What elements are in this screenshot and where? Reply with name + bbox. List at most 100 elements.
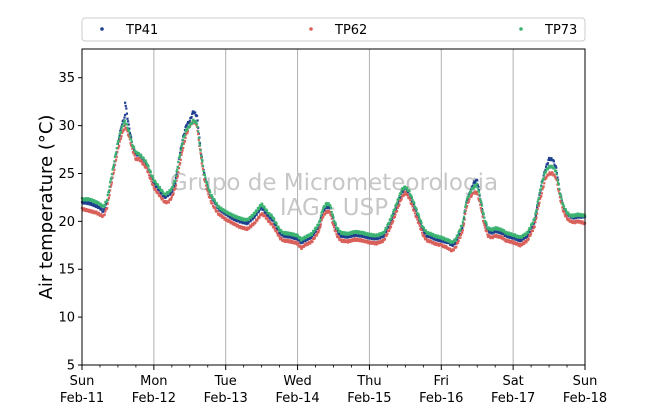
data-point — [240, 216, 243, 219]
data-point — [329, 204, 332, 208]
data-point — [149, 171, 152, 174]
data-point — [118, 136, 121, 139]
data-point — [360, 239, 363, 242]
data-point — [268, 219, 271, 223]
data-point — [358, 235, 361, 238]
data-point — [212, 204, 215, 208]
data-point — [172, 182, 175, 185]
data-point — [249, 220, 252, 223]
data-point — [93, 203, 96, 206]
data-point — [497, 226, 500, 229]
data-point — [234, 218, 237, 221]
data-point — [531, 223, 534, 226]
data-point — [320, 219, 323, 222]
data-point — [415, 207, 418, 210]
data-point — [277, 228, 280, 232]
data-point — [313, 230, 316, 233]
data-point — [234, 224, 237, 227]
data-point — [226, 210, 229, 213]
data-point — [480, 203, 483, 206]
data-point — [535, 203, 539, 207]
data-point — [553, 173, 556, 176]
data-point — [115, 147, 118, 150]
data-point — [517, 236, 520, 239]
data-point — [309, 234, 312, 237]
data-point — [324, 205, 327, 208]
data-point — [479, 206, 482, 210]
data-point — [108, 185, 111, 188]
data-point — [103, 213, 106, 216]
data-point — [459, 236, 462, 239]
data-point — [188, 125, 191, 128]
data-point — [518, 240, 521, 243]
data-point — [293, 237, 296, 240]
data-point — [378, 240, 382, 243]
data-point — [191, 112, 194, 115]
data-point — [238, 217, 242, 220]
data-point — [552, 160, 555, 163]
data-point — [169, 192, 172, 195]
data-point — [203, 179, 206, 182]
data-point — [278, 232, 281, 235]
data-point — [447, 248, 451, 251]
data-point — [222, 216, 226, 220]
data-point — [398, 200, 402, 203]
data-point — [122, 128, 126, 131]
data-point — [183, 134, 187, 137]
data-point — [530, 232, 533, 235]
data-point — [440, 236, 443, 239]
data-point — [544, 170, 548, 173]
data-point — [131, 143, 134, 147]
data-point — [543, 173, 546, 176]
data-point — [433, 243, 436, 246]
data-point — [493, 230, 496, 233]
data-point — [431, 236, 435, 239]
data-point — [261, 206, 264, 210]
data-point — [483, 216, 486, 219]
data-point — [201, 164, 205, 167]
data-point — [136, 153, 139, 156]
data-point — [374, 233, 378, 237]
data-point — [124, 126, 127, 129]
data-point — [147, 165, 150, 168]
data-point — [461, 231, 464, 234]
data-point — [546, 168, 549, 171]
data-point — [486, 226, 489, 229]
data-point — [256, 217, 259, 221]
data-point — [183, 132, 186, 136]
data-point — [140, 154, 143, 157]
data-point — [137, 158, 140, 161]
data-point — [203, 171, 206, 175]
data-point — [128, 132, 132, 135]
data-point — [519, 236, 522, 239]
data-point — [331, 214, 335, 217]
data-point — [485, 223, 488, 226]
data-point — [104, 210, 107, 213]
data-point — [125, 107, 128, 110]
data-point — [112, 171, 115, 174]
data-point — [306, 239, 309, 242]
data-point — [411, 198, 414, 201]
data-point — [213, 206, 217, 209]
data-point — [347, 238, 351, 242]
data-point — [296, 236, 299, 239]
data-point — [295, 238, 298, 241]
data-point — [297, 234, 300, 238]
data-point — [131, 147, 134, 150]
data-point — [315, 230, 318, 233]
data-point — [434, 234, 437, 238]
x-tick-label-date: Feb-17 — [491, 391, 535, 406]
legend-marker-tp41 — [100, 27, 104, 31]
data-point — [192, 118, 195, 121]
data-point — [404, 186, 407, 189]
data-point — [282, 239, 285, 242]
data-point — [253, 216, 256, 219]
data-point — [174, 176, 178, 180]
data-point — [375, 235, 378, 238]
data-point — [244, 228, 247, 231]
data-point — [284, 238, 288, 242]
data-point — [85, 207, 88, 211]
data-point — [200, 162, 203, 165]
x-axis: Sun Feb-11 Mon Feb-12 Tue Feb-13 Wed Feb-14 Thu F… — [60, 365, 607, 406]
